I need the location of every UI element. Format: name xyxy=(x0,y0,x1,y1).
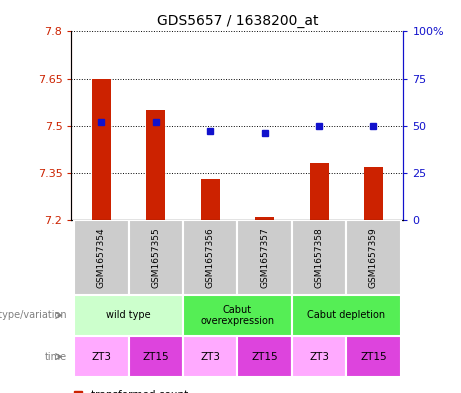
Text: ZT15: ZT15 xyxy=(251,352,278,362)
Text: time: time xyxy=(45,352,67,362)
Text: ZT15: ZT15 xyxy=(142,352,169,362)
Title: GDS5657 / 1638200_at: GDS5657 / 1638200_at xyxy=(157,14,318,28)
Bar xyxy=(183,295,292,336)
Bar xyxy=(183,220,237,295)
Text: GSM1657356: GSM1657356 xyxy=(206,227,215,288)
Text: GSM1657355: GSM1657355 xyxy=(151,227,160,288)
Bar xyxy=(74,295,183,336)
Text: GSM1657359: GSM1657359 xyxy=(369,227,378,288)
Bar xyxy=(292,295,401,336)
Text: transformed count: transformed count xyxy=(91,390,189,393)
Bar xyxy=(292,220,346,295)
Bar xyxy=(183,336,237,377)
Text: GSM1657354: GSM1657354 xyxy=(97,227,106,288)
Bar xyxy=(346,336,401,377)
Text: ZT3: ZT3 xyxy=(91,352,112,362)
Bar xyxy=(237,220,292,295)
Bar xyxy=(255,217,274,220)
Text: genotype/variation: genotype/variation xyxy=(0,310,67,320)
Bar xyxy=(129,336,183,377)
Text: Cabut depletion: Cabut depletion xyxy=(307,310,385,320)
Text: GSM1657357: GSM1657357 xyxy=(260,227,269,288)
Bar xyxy=(92,79,111,220)
Bar xyxy=(364,167,383,220)
Bar xyxy=(309,163,329,220)
Text: ZT3: ZT3 xyxy=(309,352,329,362)
Bar xyxy=(346,220,401,295)
Text: wild type: wild type xyxy=(106,310,151,320)
Bar xyxy=(201,179,220,220)
Bar xyxy=(74,220,129,295)
Bar xyxy=(129,220,183,295)
Bar xyxy=(146,110,165,220)
Bar xyxy=(237,336,292,377)
Bar xyxy=(74,336,129,377)
Text: Cabut
overexpression: Cabut overexpression xyxy=(201,305,274,326)
Bar xyxy=(292,336,346,377)
Text: GSM1657358: GSM1657358 xyxy=(314,227,324,288)
Text: ZT15: ZT15 xyxy=(360,352,387,362)
Text: ZT3: ZT3 xyxy=(200,352,220,362)
